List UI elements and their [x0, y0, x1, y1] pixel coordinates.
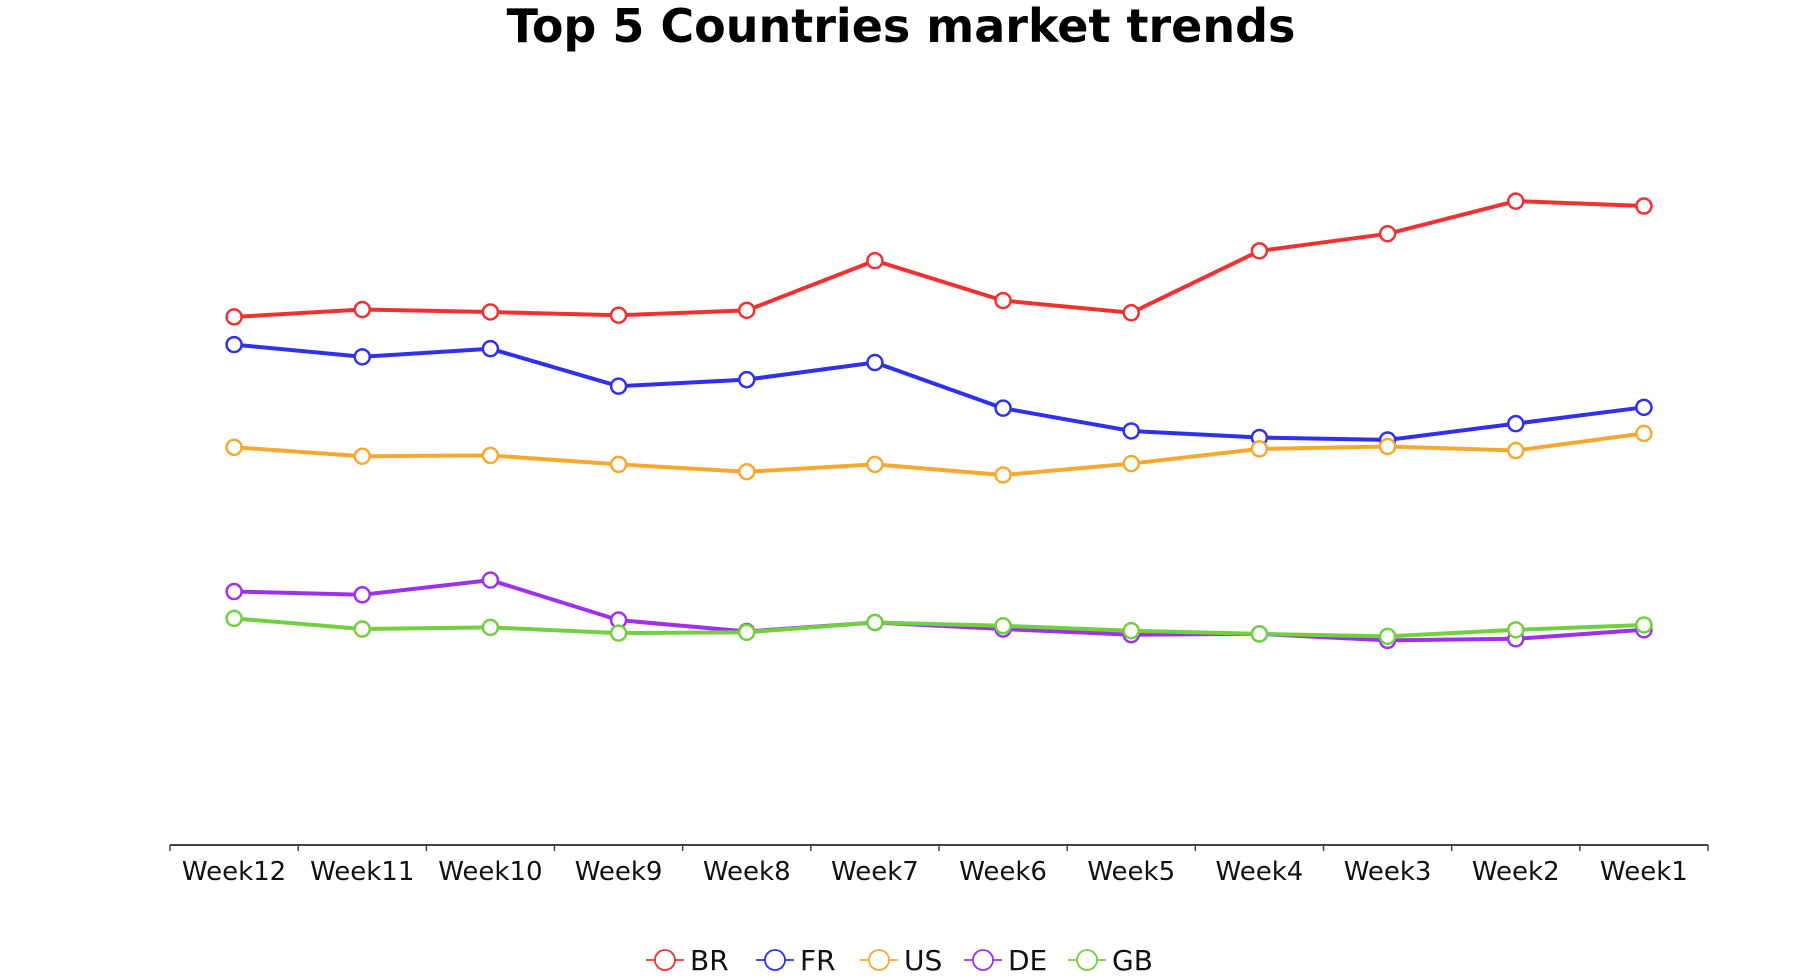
x-tick-label: Week8 [703, 857, 791, 887]
data-point[interactable] [866, 251, 884, 270]
legend-label: US [904, 944, 942, 977]
data-point[interactable] [1507, 441, 1525, 460]
data-point[interactable] [738, 301, 756, 320]
data-point[interactable] [609, 306, 628, 324]
legend-label: GB [1112, 944, 1153, 977]
legend-item-de[interactable]: DE [964, 944, 1047, 977]
legend-marker-icon [654, 949, 676, 971]
series-lines [225, 192, 1653, 650]
data-point[interactable] [353, 620, 371, 638]
legend-item-br[interactable]: BR [646, 944, 729, 977]
data-point[interactable] [1378, 225, 1397, 243]
data-point[interactable] [609, 624, 628, 642]
data-point[interactable] [1378, 437, 1397, 456]
data-point[interactable] [738, 623, 756, 642]
data-point[interactable] [1122, 304, 1140, 322]
data-point[interactable] [1507, 621, 1525, 639]
data-point[interactable] [1507, 414, 1525, 433]
data-point[interactable] [481, 446, 500, 465]
data-point[interactable] [738, 462, 756, 481]
data-point[interactable] [225, 609, 243, 628]
x-tick-label: Week5 [1087, 857, 1175, 887]
legend-item-us[interactable]: US [860, 944, 942, 977]
x-tick-label: Week2 [1472, 857, 1560, 887]
data-point[interactable] [353, 300, 371, 319]
data-point[interactable] [225, 438, 243, 457]
data-point[interactable] [1507, 192, 1525, 210]
legend-marker-icon [972, 949, 994, 971]
series-line [232, 199, 1646, 319]
data-point[interactable] [994, 466, 1012, 484]
x-tick-label: Week4 [1216, 857, 1304, 887]
legend-marker-icon [1076, 949, 1098, 971]
legend-marker-icon [868, 949, 890, 971]
data-point[interactable] [225, 335, 243, 354]
legend: BR FR US DE GB [646, 944, 1153, 977]
x-tick-label: Week10 [438, 857, 542, 887]
legend-item-fr[interactable]: FR [756, 944, 836, 977]
data-point[interactable] [1635, 424, 1653, 443]
series-de [225, 571, 1653, 650]
series-gb [225, 609, 1653, 646]
data-point[interactable] [609, 455, 628, 474]
data-point[interactable] [1122, 621, 1140, 640]
data-point[interactable] [1122, 422, 1140, 440]
data-point[interactable] [481, 339, 500, 358]
data-point[interactable] [738, 370, 756, 389]
x-tick-label: Week1 [1600, 857, 1688, 887]
data-point[interactable] [866, 455, 884, 474]
x-tick-label: Week11 [310, 857, 414, 887]
data-point[interactable] [866, 613, 884, 632]
series-line [232, 578, 1646, 643]
legend-marker-icon [764, 949, 786, 971]
data-point[interactable] [1250, 242, 1269, 260]
data-point[interactable] [866, 353, 884, 372]
data-point[interactable] [353, 586, 371, 604]
x-tick-label: Week6 [959, 857, 1047, 887]
x-tick-label: Week9 [575, 857, 663, 887]
chart-title: Top 5 Countries market trends [507, 0, 1296, 53]
data-point[interactable] [481, 571, 500, 589]
data-point[interactable] [1635, 398, 1653, 417]
data-point[interactable] [353, 447, 371, 465]
x-axis-tick-labels: Week12 Week11 Week10 Week9 Week8 Week7 Week6 We… [182, 857, 1688, 887]
legend-label: BR [690, 944, 729, 977]
data-point[interactable] [994, 617, 1012, 635]
series-line [232, 342, 1646, 442]
series-us [225, 424, 1653, 484]
data-point[interactable] [1250, 625, 1269, 643]
data-point[interactable] [1122, 454, 1140, 473]
data-point[interactable] [225, 308, 243, 326]
data-point[interactable] [994, 291, 1012, 310]
legend-item-gb[interactable]: GB [1068, 944, 1153, 977]
x-tick-label: Week12 [182, 857, 286, 887]
data-point[interactable] [994, 399, 1012, 417]
data-point[interactable] [609, 377, 628, 395]
series-line [232, 616, 1646, 639]
data-point[interactable] [1378, 627, 1397, 646]
series-br [225, 192, 1653, 326]
data-point[interactable] [1635, 197, 1653, 215]
legend-label: DE [1008, 944, 1047, 977]
data-point[interactable] [481, 618, 500, 637]
x-axis-ticks [169, 845, 1709, 851]
data-point[interactable] [481, 303, 500, 321]
x-tick-label: Week7 [831, 857, 919, 887]
series-line [232, 431, 1646, 477]
series-fr [225, 335, 1653, 449]
data-point[interactable] [1250, 440, 1269, 458]
legend-label: FR [800, 944, 836, 977]
x-tick-label: Week3 [1344, 857, 1432, 887]
data-point[interactable] [353, 348, 371, 366]
data-point[interactable] [225, 582, 243, 601]
data-point[interactable] [1635, 616, 1653, 634]
